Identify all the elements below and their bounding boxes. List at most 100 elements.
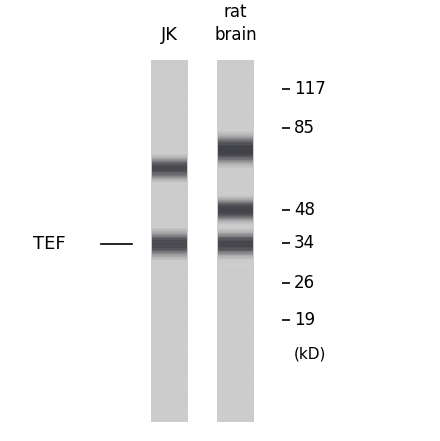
- Bar: [152, 246, 187, 247]
- Bar: [218, 252, 253, 254]
- Bar: [152, 170, 187, 172]
- Bar: [218, 149, 253, 151]
- Bar: [152, 247, 187, 248]
- Bar: [218, 159, 253, 161]
- Bar: [152, 228, 187, 230]
- Bar: [218, 139, 253, 141]
- Bar: [218, 195, 253, 197]
- Bar: [218, 198, 253, 200]
- Bar: [152, 253, 187, 254]
- Bar: [218, 200, 253, 202]
- Bar: [218, 221, 253, 223]
- Bar: [152, 161, 187, 163]
- Bar: [218, 238, 253, 239]
- Bar: [152, 157, 187, 158]
- Bar: [218, 133, 253, 135]
- Bar: [218, 162, 253, 164]
- Bar: [218, 139, 253, 141]
- Bar: [152, 243, 187, 244]
- Bar: [218, 134, 253, 135]
- Bar: [218, 214, 253, 216]
- Bar: [218, 202, 253, 203]
- Bar: [218, 151, 253, 153]
- Bar: [152, 244, 187, 246]
- Bar: [218, 245, 253, 247]
- Bar: [152, 181, 187, 183]
- Bar: [218, 204, 253, 206]
- Bar: [218, 163, 253, 165]
- Bar: [218, 213, 253, 215]
- Bar: [218, 164, 253, 165]
- Bar: [152, 175, 187, 176]
- Bar: [152, 159, 187, 161]
- Bar: [152, 162, 187, 164]
- Bar: [152, 249, 187, 250]
- Bar: [152, 247, 187, 248]
- Bar: [152, 257, 187, 258]
- Bar: [218, 239, 253, 240]
- Bar: [152, 178, 187, 180]
- Bar: [218, 253, 253, 254]
- Bar: [218, 235, 253, 236]
- Bar: [218, 239, 253, 241]
- Bar: [218, 249, 253, 251]
- Bar: [218, 196, 253, 198]
- Bar: [218, 258, 253, 260]
- Bar: [152, 177, 187, 179]
- Bar: [218, 142, 253, 144]
- Bar: [152, 258, 187, 260]
- Bar: [218, 233, 253, 234]
- Bar: [218, 218, 253, 220]
- Bar: [152, 235, 187, 237]
- Bar: [218, 143, 253, 145]
- Bar: [152, 238, 187, 239]
- Bar: [152, 257, 187, 259]
- Bar: [218, 247, 253, 248]
- Bar: [218, 136, 253, 138]
- Bar: [152, 172, 187, 174]
- Bar: [218, 163, 253, 164]
- Bar: [218, 205, 253, 206]
- Bar: [218, 243, 253, 244]
- Bar: [152, 236, 187, 238]
- Bar: [152, 235, 187, 236]
- Bar: [218, 138, 253, 140]
- Bar: [152, 229, 187, 231]
- Bar: [218, 223, 253, 225]
- Bar: [218, 150, 253, 152]
- Bar: [218, 158, 253, 160]
- Bar: [218, 211, 253, 213]
- Bar: [218, 240, 253, 242]
- Bar: [218, 237, 253, 239]
- Bar: [218, 156, 253, 158]
- Bar: [218, 215, 253, 217]
- Bar: [152, 255, 187, 257]
- Bar: [216, 60, 254, 422]
- Bar: [152, 160, 187, 161]
- Bar: [152, 256, 187, 258]
- Bar: [152, 235, 187, 237]
- Bar: [218, 237, 253, 238]
- Bar: [218, 251, 253, 253]
- Bar: [152, 179, 187, 181]
- Bar: [218, 238, 253, 240]
- Bar: [152, 253, 187, 254]
- Bar: [152, 161, 187, 162]
- Bar: [218, 204, 253, 206]
- Bar: [218, 134, 253, 136]
- Bar: [152, 241, 187, 243]
- Bar: [152, 163, 187, 164]
- Text: 26: 26: [294, 274, 315, 292]
- Bar: [218, 254, 253, 255]
- Bar: [218, 213, 253, 214]
- Bar: [218, 210, 253, 212]
- Bar: [218, 218, 253, 220]
- Bar: [218, 152, 253, 153]
- Bar: [218, 147, 253, 149]
- Bar: [218, 143, 253, 145]
- Bar: [218, 206, 253, 208]
- Bar: [218, 209, 253, 210]
- Bar: [218, 241, 253, 243]
- Text: rat
brain: rat brain: [214, 4, 257, 44]
- Bar: [218, 248, 253, 250]
